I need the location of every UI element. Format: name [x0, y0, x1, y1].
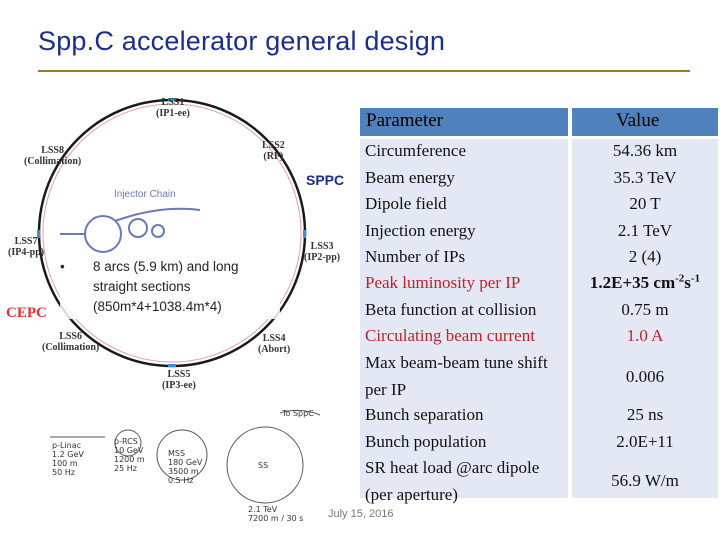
header-parameter-cell: Parameter: [360, 108, 568, 136]
header-parameter: Parameter: [366, 110, 444, 131]
label-lss8: LSS8 (Collimation): [24, 145, 82, 167]
table-row-parameter: Beta function at collision: [365, 300, 537, 319]
table-row-parameter: SR heat load @arc dipole (per aperture): [365, 458, 540, 504]
value-column-bg: [572, 139, 718, 498]
slide-date: July 15, 2016: [328, 508, 394, 520]
luminosity-exp1: -2: [675, 272, 685, 285]
luminosity-s: s: [684, 273, 691, 292]
table-row-parameter: Max beam-beam tune shift per IP: [365, 353, 548, 399]
table-row-parameter: Beam energy: [365, 168, 455, 187]
table-row-value: 1.2E+35 cm-2s-1: [572, 270, 718, 297]
title-divider: [38, 70, 690, 72]
label-lss3: LSS3 (IP2-pp): [304, 241, 341, 263]
sketch-plinac: p-Linac 1.2 GeV 100 m 50 Hz: [52, 441, 84, 477]
injector-sketch-shapes: [50, 409, 321, 504]
table-row-parameter: Bunch separation: [365, 405, 484, 424]
label-lss2: LSS2 (RF): [262, 140, 285, 162]
luminosity-base: 1.2E+35 cm: [589, 273, 676, 292]
label-lss6: LSS6 (Collimation): [42, 331, 100, 353]
table-row-parameter: Dipole field: [365, 194, 447, 213]
label-lss1: LSS1 (IP1-ee): [156, 97, 190, 119]
table-row-value: 56.9 W/m: [611, 471, 679, 490]
table-row-value: 1.0 A: [626, 326, 664, 345]
label-lss5: LSS5 (IP3-ee): [162, 369, 196, 391]
header-value: Value: [616, 110, 660, 131]
slide-title: Spp.C accelerator general design: [38, 26, 446, 56]
label-cepc: CEPC: [6, 305, 47, 321]
header-value-cell: Value: [572, 108, 718, 136]
table-row-value: 2 (4): [628, 247, 662, 266]
label-injector-chain: Injector Chain: [114, 189, 176, 200]
table-row-parameter: Injection energy: [365, 221, 476, 240]
ring-inner: [42, 103, 302, 363]
sketch-ss-values: 2.1 TeV 7200 m / 30 s: [248, 505, 304, 523]
table-row-value: 54.36 km: [612, 141, 678, 160]
table-row-parameter: Peak luminosity per IP: [365, 273, 521, 292]
label-sppc: SPPC: [306, 172, 345, 188]
table-row-value: 2.1 TeV: [617, 221, 673, 240]
parameter-column-bg: [360, 139, 568, 498]
table-row-value: 35.3 TeV: [613, 168, 677, 187]
label-lss7: LSS7 (IP4-pp): [8, 236, 45, 258]
sppc-ring-diagram: [37, 98, 307, 368]
bullet-text: 8 arcs (5.9 km) and long straight sectio…: [93, 259, 239, 314]
table-row-parameter: Circulating beam current: [365, 326, 535, 345]
ring-straight-markers: [37, 98, 306, 367]
bullet-marker: •: [60, 259, 65, 274]
table-row-parameter: Number of IPs: [365, 247, 466, 266]
label-lss4: LSS4 (Abort): [258, 333, 291, 355]
table-row-value: 0.006: [625, 367, 665, 386]
sketch-ss: SS: [258, 461, 269, 470]
table-row-parameter: Bunch population: [365, 432, 487, 451]
injector-sketch: p-Linac 1.2 GeV 100 m 50 Hz p-RCS 10 GeV…: [50, 405, 350, 530]
table-row-value: 25 ns: [626, 405, 664, 424]
table-row-value: 2.0E+11: [616, 432, 674, 451]
luminosity-exp2: -1: [690, 272, 701, 285]
sketch-prcs: p-RCS 10 GeV 1200 m 25 Hz: [114, 437, 145, 473]
sketch-to-sppc: To SppC: [282, 409, 314, 418]
arcs-bullet: • 8 arcs (5.9 km) and long straight sect…: [60, 257, 280, 319]
sketch-mss: MSS 180 GeV 3500 m 0.5 Hz: [168, 449, 203, 485]
table-row-value: 20 T: [629, 194, 661, 213]
injector-rings: [60, 207, 201, 253]
table-row-parameter: Circumference: [365, 141, 466, 160]
table-row-value: 0.75 m: [621, 300, 669, 319]
